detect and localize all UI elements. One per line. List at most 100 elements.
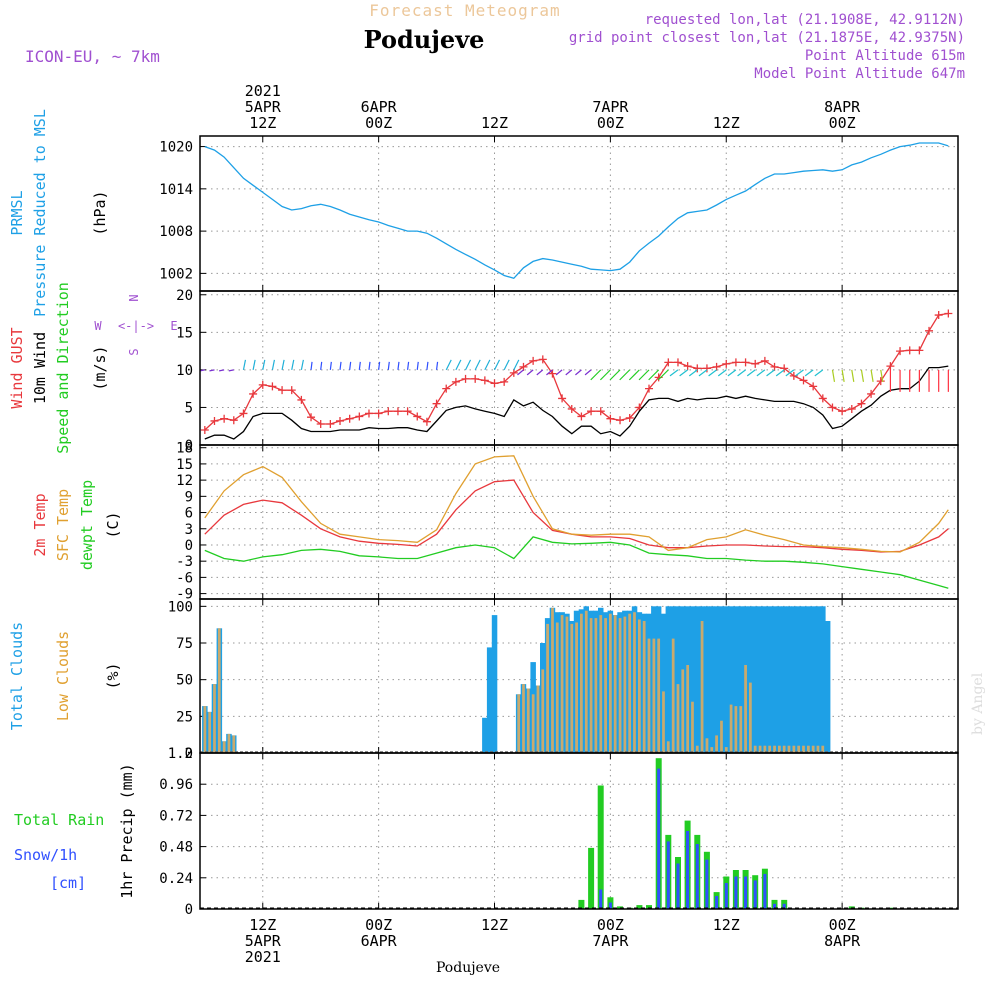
y-axis-label: 2m Temp [31, 493, 49, 556]
compass-s: S [127, 348, 141, 355]
wind-direction-arrow [329, 361, 332, 370]
gust-marker [857, 399, 866, 408]
bar-total-clouds [824, 621, 831, 753]
bar-low-clouds [700, 621, 704, 753]
y-tick-label: 0.96 [159, 777, 193, 793]
wind-direction-arrow [242, 359, 247, 370]
station-title: Podujeve [364, 25, 485, 54]
gust-marker [239, 409, 248, 418]
bar-low-clouds [671, 638, 675, 753]
bar-low-clouds [565, 616, 569, 753]
gust-marker [297, 395, 306, 404]
y-tick-label: 15 [176, 325, 193, 341]
gust-marker [673, 358, 682, 367]
top-time-label: 12Z [713, 114, 740, 132]
bottom-time-label: 12Z [713, 916, 740, 934]
wind-direction-arrow [513, 359, 520, 371]
compass-arrows: <-|-> [118, 319, 154, 333]
bar-total-clouds [762, 606, 768, 753]
y-axis-label: Pressure Reduced to MSL [31, 109, 49, 317]
wind-direction-arrow [880, 369, 884, 382]
gust-marker [287, 386, 296, 395]
bar-snow-1h [724, 883, 728, 909]
wind-direction-arrow [737, 369, 746, 377]
bar-low-clouds [792, 745, 796, 753]
legend-snow: Snow/1h [14, 846, 77, 864]
wind-direction-arrow [584, 369, 592, 376]
gust-marker [249, 389, 258, 398]
bar-total-rain [588, 847, 595, 909]
wind-direction-arrow [517, 369, 524, 376]
wind-direction-arrow [493, 359, 501, 371]
y-tick-label: 20 [176, 288, 193, 304]
wind-direction-arrow [679, 369, 688, 377]
wind-direction-arrow [310, 361, 313, 370]
panel-wind: 0 5 10 15 20 [176, 288, 959, 454]
wind-direction-arrow [474, 359, 481, 371]
gust-marker [432, 399, 441, 408]
bar-total-clouds [482, 717, 488, 753]
wind-direction-arrow [785, 369, 795, 377]
gust-marker [847, 404, 856, 413]
gust-marker [915, 346, 924, 355]
panels-layer: 100210081014102005101520-9-6-30369121518… [8, 82, 959, 966]
bar-low-clouds [213, 684, 216, 753]
bar-total-clouds [689, 606, 696, 753]
wind-direction-arrow [814, 369, 824, 377]
y-tick-label: 1002 [159, 266, 193, 282]
y-tick-label: 6 [185, 506, 193, 522]
requested-coords: requested lon,lat (21.1908E, 42.9112N) [645, 12, 965, 28]
gust-marker [471, 374, 480, 383]
wind-direction-arrow [349, 361, 352, 370]
top-time-label: 12Z [481, 114, 508, 132]
bar-total-clouds [781, 606, 787, 753]
wind-direction-arrow [407, 361, 410, 370]
bar-low-clouds [526, 688, 530, 753]
gust-marker [278, 386, 287, 395]
bar-low-clouds [613, 615, 617, 753]
wind-direction-arrow [669, 369, 679, 377]
footer-station: Podujeve [436, 960, 500, 976]
bar-total-clouds [665, 606, 672, 753]
bar-low-clouds [778, 745, 781, 753]
gust-marker [664, 358, 673, 367]
bar-low-clouds [570, 623, 574, 753]
panel-clouds: 0 25 50 75 100 [168, 598, 959, 762]
y-axis-label: SFC Temp [54, 489, 72, 561]
y-tick-label: 1020 [159, 140, 193, 156]
bar-low-clouds [628, 613, 632, 753]
wind-direction-arrow [648, 369, 660, 381]
bottom-time-label: 12Z [249, 916, 276, 934]
y-tick-label: 0 [185, 746, 193, 762]
bar-total-clouds [810, 606, 816, 753]
top-time-label: 8APR [824, 98, 861, 116]
bar-snow-1h [744, 876, 748, 909]
bar-low-clouds [695, 745, 699, 753]
series-line-wind-gust [204, 312, 949, 431]
bar-low-clouds [560, 615, 564, 753]
y-tick-label: 1.2 [168, 746, 193, 762]
bar-total-clouds [776, 606, 783, 753]
y-tick-label: 15 [176, 457, 193, 473]
bar-low-clouds [227, 733, 231, 753]
wind-direction-arrow [465, 359, 472, 371]
gust-marker [326, 419, 335, 428]
bar-low-clouds [724, 747, 728, 753]
bar-snow-1h [773, 903, 776, 909]
gust-marker [577, 412, 586, 421]
bar-low-clouds [546, 623, 549, 753]
bar-low-clouds [589, 618, 593, 753]
panel-precip: 0 0.24 0.48 0.72 0.96 1.2 [159, 746, 959, 918]
panel-frame [199, 444, 959, 600]
bar-low-clouds [749, 682, 752, 753]
bar-low-clouds [686, 665, 690, 753]
gust-marker [538, 355, 547, 364]
gust-marker [268, 382, 277, 391]
bar-total-clouds [713, 606, 720, 753]
wind-direction-arrow [775, 369, 785, 377]
bar-low-clouds [647, 638, 651, 753]
wind-direction-arrow [358, 361, 361, 370]
bar-total-clouds [786, 606, 792, 753]
wind-direction-arrow [870, 369, 874, 382]
bar-snow-1h [763, 873, 767, 909]
